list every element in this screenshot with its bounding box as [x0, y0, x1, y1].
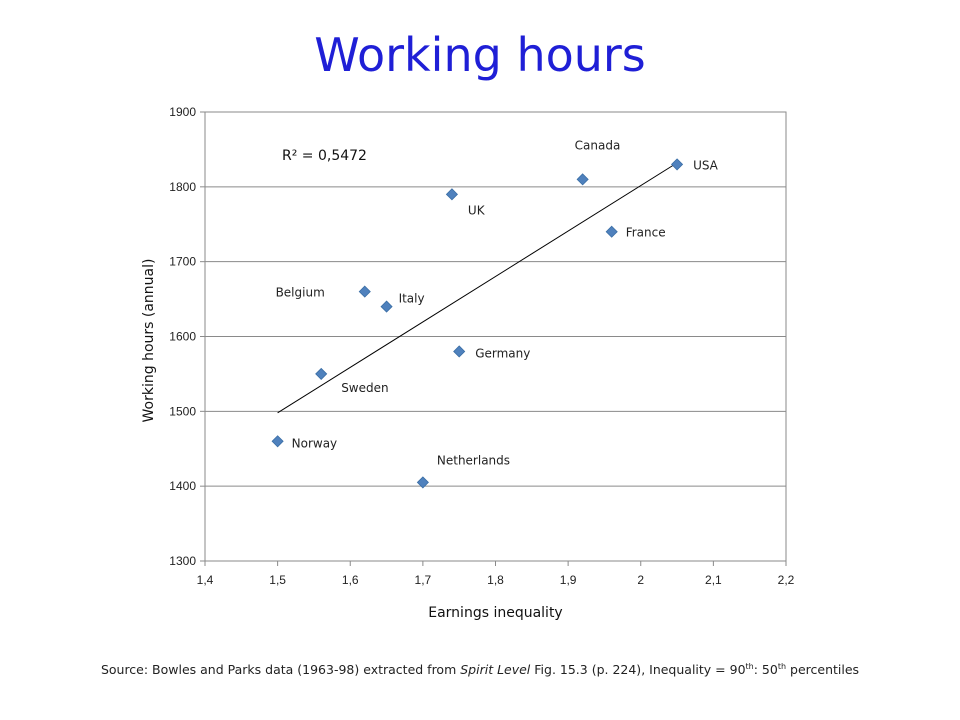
source-book: Spirit Level	[460, 662, 531, 678]
source-sep: : 50	[753, 662, 778, 678]
x-tick-label: 2,2	[778, 573, 795, 587]
x-tick-label: 1,9	[560, 573, 577, 587]
y-tick-label: 1700	[169, 255, 196, 269]
r-squared-label: R² = 0,5472	[282, 148, 367, 164]
point-label-italy: Italy	[399, 292, 425, 306]
data-point-norway	[271, 435, 284, 448]
source-suffix: percentiles	[786, 662, 860, 678]
y-tick-label: 1300	[169, 554, 196, 568]
point-label-uk: UK	[468, 203, 486, 217]
point-label-belgium: Belgium	[276, 286, 325, 300]
x-tick-label: 1,8	[487, 573, 504, 587]
point-label-usa: USA	[693, 158, 719, 172]
point-label-france: France	[626, 226, 666, 240]
y-tick-label: 1500	[169, 404, 196, 418]
point-label-canada: Canada	[575, 138, 621, 152]
source-sup-2: th	[777, 662, 787, 671]
data-point-belgium	[358, 285, 371, 298]
x-axis-title: Earnings inequality	[428, 605, 562, 621]
data-point-italy	[380, 300, 393, 313]
data-point-canada	[576, 173, 589, 186]
point-label-norway: Norway	[292, 436, 338, 450]
y-tick-label: 1600	[169, 330, 196, 344]
trendline	[277, 162, 678, 414]
source-note: Source: Bowles and Parks data (1963-98) …	[0, 662, 960, 677]
data-point-france	[605, 225, 618, 238]
data-point-sweden	[315, 367, 328, 380]
source-sup-1: th	[745, 662, 754, 671]
x-tick-label: 2,1	[705, 573, 722, 587]
x-tick-label: 1,7	[415, 573, 432, 587]
data-point-germany	[453, 345, 466, 358]
source-middle: Fig. 15.3 (p. 224), Inequality = 90	[530, 662, 746, 678]
slide-title: Working hours	[314, 28, 646, 82]
data-point-netherlands	[416, 476, 429, 489]
point-label-netherlands: Netherlands	[437, 453, 510, 467]
data-point-uk	[445, 188, 458, 201]
x-tick-label: 1,6	[342, 573, 359, 587]
x-tick-label: 1,4	[197, 573, 214, 587]
y-tick-label: 1800	[169, 180, 196, 194]
y-axis-title: Working hours (annual)	[141, 259, 157, 423]
x-tick-label: 1,5	[269, 573, 286, 587]
source-prefix: Source: Bowles and Parks data (1963-98) …	[100, 662, 461, 678]
y-tick-label: 1400	[169, 479, 196, 493]
point-label-sweden: Sweden	[341, 381, 388, 395]
x-tick-label: 2	[637, 573, 644, 587]
data-point-usa	[670, 158, 684, 171]
point-label-germany: Germany	[475, 346, 530, 360]
y-tick-label: 1900	[169, 105, 196, 119]
